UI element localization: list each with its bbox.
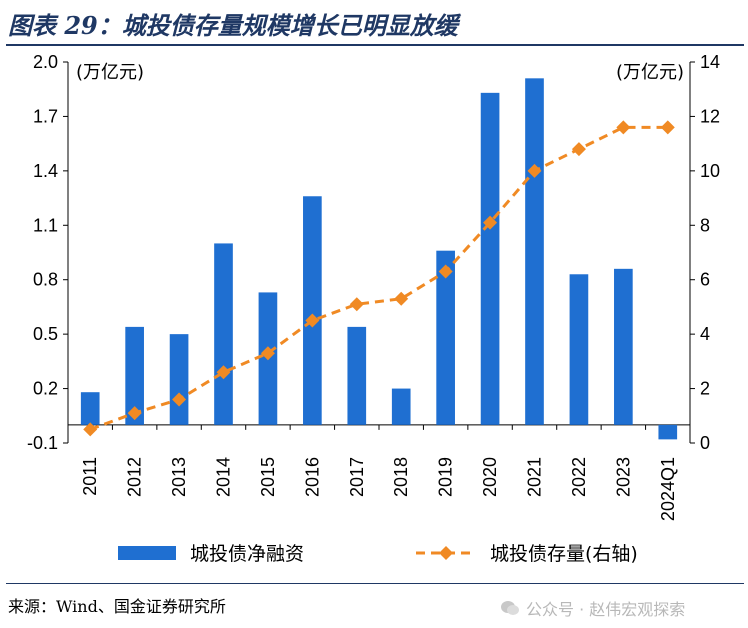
- y-left-tick-label: 0.5: [33, 324, 58, 344]
- line-marker: [438, 264, 453, 279]
- y-left-tick-label: 0.2: [33, 379, 58, 399]
- x-tick-label: 2020: [480, 457, 500, 497]
- y-left-unit: (万亿元): [76, 62, 144, 83]
- x-tick-label: 2018: [391, 457, 411, 497]
- x-tick-label: 2012: [125, 457, 145, 497]
- y-left-tick-label: 2.0: [33, 52, 58, 72]
- y-left-tick-label: -0.1: [27, 433, 58, 453]
- y-right-tick-label: 4: [700, 324, 710, 344]
- legend-bar-swatch: [118, 546, 176, 560]
- legend: 城投债净融资 城投债存量(右轴): [118, 543, 638, 565]
- bar: [614, 268, 633, 425]
- axes: [63, 61, 695, 444]
- line-marker: [660, 120, 675, 135]
- watermark: 公众号 · 赵伟宏观探索: [500, 596, 685, 620]
- line-marker: [172, 392, 187, 407]
- line-marker: [527, 163, 542, 178]
- y-right-tick-label: 0: [700, 433, 710, 453]
- line-marker: [216, 365, 231, 380]
- chart-title: 图表 29：城投债存量规模增长已明显放缓: [8, 11, 458, 40]
- legend-line-marker: [439, 546, 453, 560]
- line-marker: [616, 120, 631, 135]
- y-left-tick-label: 0.8: [33, 270, 58, 290]
- wechat-icon: [501, 601, 519, 615]
- x-tick-label: 2016: [302, 457, 322, 497]
- y-left-tick-label: 1.7: [33, 106, 58, 126]
- bar: [569, 274, 589, 425]
- bar: [391, 388, 411, 425]
- bar: [80, 392, 100, 425]
- legend-line-label: 城投债存量(右轴): [490, 543, 638, 565]
- bar: [303, 196, 322, 425]
- x-tick-label: 2021: [525, 457, 545, 497]
- y-right-tick-label: 12: [700, 106, 720, 126]
- bar: [169, 334, 189, 425]
- line-marker: [127, 406, 142, 421]
- y-right-unit: (万亿元): [616, 62, 684, 83]
- x-tick-label: 2022: [569, 457, 589, 497]
- line-series: [83, 120, 675, 437]
- bar: [125, 326, 144, 425]
- labels: -0.1 0.2 0.5 0.8 1.1 1.4 1.7 2.0 0 2 4 6 8 10 12 14 (万亿元…: [27, 52, 720, 521]
- y-right-tick-label: 2: [700, 379, 710, 399]
- x-tick-label: 2017: [347, 457, 367, 497]
- line-marker: [571, 142, 586, 157]
- legend-bar-label: 城投债净融资: [190, 543, 304, 565]
- line-marker: [305, 313, 320, 328]
- y-right-tick-label: 14: [700, 52, 720, 72]
- x-tick-label: 2014: [214, 457, 234, 497]
- source-note: 来源：Wind、国金证券研究所: [8, 597, 226, 616]
- source-rule: [6, 583, 744, 584]
- y-left-tick-label: 1.4: [33, 161, 58, 181]
- bar: [658, 424, 678, 440]
- x-tick-label: 2024Q1: [658, 457, 678, 521]
- line-marker: [83, 422, 98, 437]
- bars: [80, 78, 678, 440]
- x-tick-label: 2013: [169, 457, 189, 497]
- bar: [525, 78, 544, 425]
- bar: [480, 92, 500, 425]
- line-path: [89, 125, 668, 431]
- title-rule: [6, 44, 744, 46]
- bar: [214, 243, 233, 425]
- x-tick-label: 2019: [436, 457, 456, 497]
- y-right-tick-label: 8: [700, 215, 710, 235]
- bar: [347, 326, 367, 425]
- y-left-tick-label: 1.1: [33, 215, 58, 235]
- line-marker: [483, 215, 498, 230]
- watermark-text: 公众号 · 赵伟宏观探索: [526, 600, 686, 619]
- x-tick-label: 2015: [258, 457, 278, 497]
- y-right-tick-label: 6: [700, 270, 710, 290]
- line-marker: [349, 297, 364, 312]
- y-right-tick-label: 10: [700, 161, 720, 181]
- x-tick-label: 2011: [80, 457, 100, 496]
- bar: [436, 250, 455, 425]
- line-marker: [394, 291, 409, 306]
- line-marker: [260, 346, 275, 361]
- x-tick-label: 2023: [613, 457, 633, 497]
